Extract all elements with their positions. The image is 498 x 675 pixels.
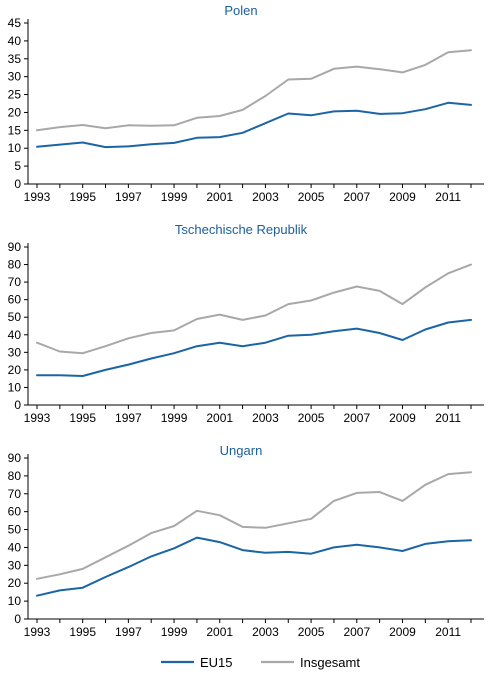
- x-tick-label: 2009: [389, 190, 416, 204]
- chart-panel-2: Tschechische Republik 0 10 20 30 40 50 60 70 80 90…: [8, 222, 484, 425]
- x-tick-label: 1995: [69, 625, 96, 639]
- y-tick-label: 0: [14, 398, 21, 412]
- x-tick-label: 1999: [161, 411, 188, 425]
- x-tick-label: 1993: [24, 411, 51, 425]
- series-line-total: [36, 263, 472, 355]
- x-tick-label: 2005: [298, 190, 325, 204]
- x-tick-label: 2011: [435, 190, 461, 204]
- y-tick-label: 20: [8, 363, 22, 377]
- y-tick-label: 5: [14, 159, 21, 173]
- y-tick-label: 15: [8, 123, 22, 137]
- x-tick-label: 1995: [69, 190, 96, 204]
- x-tick-label: 2011: [435, 411, 461, 425]
- y-tick-label: 30: [8, 345, 22, 359]
- y-tick-label: 10: [8, 380, 22, 394]
- y-tick-label: 70: [8, 487, 22, 501]
- y-tick-label: 0: [14, 612, 21, 626]
- x-tick-label: 2007: [343, 625, 370, 639]
- y-tick-label: 0: [14, 177, 21, 191]
- x-tick-label: 2007: [343, 190, 370, 204]
- chart-panel-1: Polen 0 5 10 15 20 25 30 35 40 45 1993 1995 1997 1999 2…: [8, 3, 484, 204]
- panel-title: Tschechische Republik: [175, 222, 308, 237]
- y-tick-label: 50: [8, 523, 22, 537]
- y-tick-label: 90: [8, 240, 22, 254]
- x-tick-label: 1993: [24, 625, 51, 639]
- y-tick-label: 25: [8, 88, 22, 102]
- series-line-eu15: [36, 101, 472, 149]
- x-tick-label: 2001: [206, 411, 233, 425]
- y-tick-label: 80: [8, 469, 22, 483]
- series-line-total: [36, 49, 472, 132]
- y-tick-label: 60: [8, 505, 22, 519]
- x-tick-label: 1993: [24, 190, 51, 204]
- x-tick-label: 1997: [115, 411, 142, 425]
- legend-label-total: Insgesamt: [300, 655, 360, 670]
- x-tick-label: 2003: [252, 625, 279, 639]
- y-tick-label: 35: [8, 52, 22, 66]
- series-line-eu15: [36, 318, 472, 377]
- series-line-eu15: [36, 536, 472, 597]
- chart-legend: EU15 Insgesamt: [161, 655, 360, 670]
- x-tick-label: 2011: [435, 625, 461, 639]
- panel-title: Polen: [224, 3, 257, 18]
- y-tick-label: 90: [8, 451, 22, 465]
- y-tick-label: 40: [8, 540, 22, 554]
- y-tick-label: 70: [8, 275, 22, 289]
- y-tick-label: 20: [8, 105, 22, 119]
- y-tick-label: 60: [8, 293, 22, 307]
- x-tick-label: 2007: [343, 411, 370, 425]
- y-tick-label: 30: [8, 558, 22, 572]
- x-tick-label: 2003: [252, 190, 279, 204]
- x-tick-label: 2001: [206, 190, 233, 204]
- panel-title: Ungarn: [220, 443, 263, 458]
- x-tick-label: 1997: [115, 625, 142, 639]
- y-tick-label: 20: [8, 576, 22, 590]
- x-tick-label: 2005: [298, 625, 325, 639]
- y-tick-label: 10: [8, 594, 22, 608]
- x-tick-label: 2009: [389, 411, 416, 425]
- chart-panel-3: Ungarn 0 10 20 30 40 50 60 70 80 90 1993 1995 1997 199…: [8, 443, 484, 639]
- chart-panels: Polen 0 5 10 15 20 25 30 35 40 45 1993 1995 1997 1999 2…: [8, 3, 484, 639]
- y-tick-label: 10: [8, 141, 22, 155]
- y-tick-label: 40: [8, 328, 22, 342]
- x-tick-label: 1997: [115, 190, 142, 204]
- y-tick-label: 45: [8, 16, 22, 30]
- y-tick-label: 30: [8, 70, 22, 84]
- x-tick-label: 2005: [298, 411, 325, 425]
- x-tick-label: 2001: [206, 625, 233, 639]
- y-tick-label: 40: [8, 34, 22, 48]
- x-tick-label: 1995: [69, 411, 96, 425]
- x-tick-label: 1999: [161, 625, 188, 639]
- y-tick-label: 80: [8, 258, 22, 272]
- x-tick-label: 2009: [389, 625, 416, 639]
- x-tick-label: 1999: [161, 190, 188, 204]
- series-line-total: [36, 471, 472, 580]
- y-tick-label: 50: [8, 310, 22, 324]
- x-tick-label: 2003: [252, 411, 279, 425]
- legend-label-eu15: EU15: [200, 655, 233, 670]
